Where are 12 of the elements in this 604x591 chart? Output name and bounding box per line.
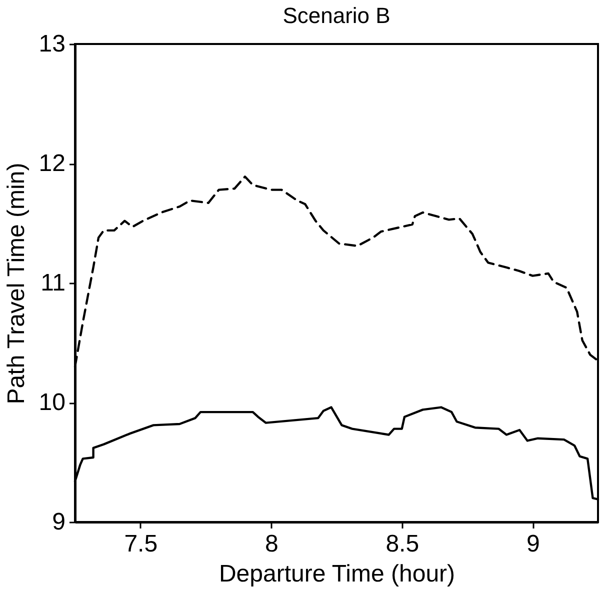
y-tick-label: 12 [38, 150, 66, 177]
y-tick-label: 13 [38, 30, 66, 58]
x-tick-label: 8 [264, 530, 278, 558]
chart-title: Scenario B [282, 3, 390, 28]
x-tick-label: 8.5 [386, 530, 420, 558]
y-tick-label: 11 [40, 270, 66, 296]
y-tick-label: 9 [52, 508, 66, 536]
x-tick-label: 7.5 [124, 530, 158, 558]
x-axis-title: Departure Time (hour) [218, 560, 456, 588]
y-tick-label: 10 [38, 389, 66, 416]
x-tick-label: 9 [526, 530, 540, 558]
y-axis-title: Path Travel Time (min) [2, 162, 30, 404]
